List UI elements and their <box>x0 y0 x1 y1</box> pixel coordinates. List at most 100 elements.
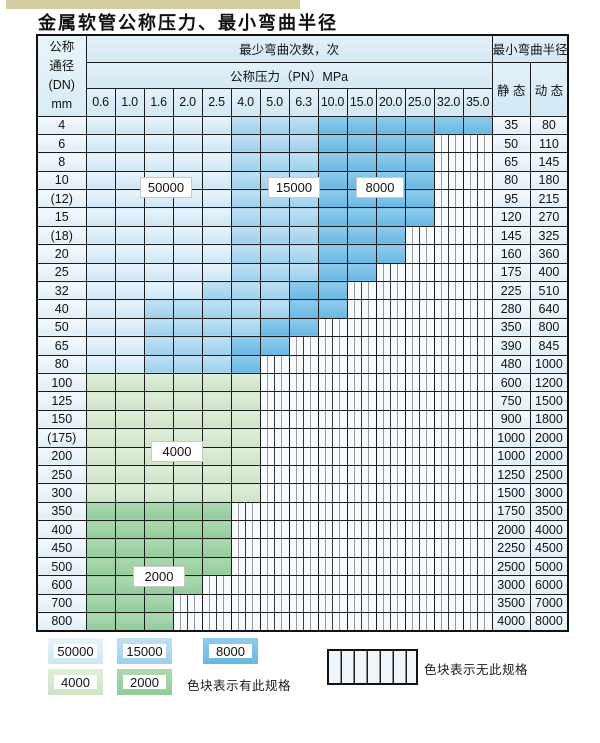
spec-cell-8000 <box>317 170 348 191</box>
no-spec-cell <box>288 354 319 374</box>
spec-cell-15000 <box>172 299 203 319</box>
corner-line-2: 通径 <box>49 59 75 73</box>
spec-cell-50000 <box>85 354 116 374</box>
spec-cell-15000 <box>288 225 319 246</box>
no-spec-cell <box>288 336 319 356</box>
no-spec-cell <box>230 501 261 522</box>
spec-cell-4000 <box>230 391 261 411</box>
no-spec-cell <box>433 501 464 522</box>
spec-cell-50000 <box>172 207 203 227</box>
no-spec-cell <box>230 575 261 595</box>
spec-cell-50000 <box>114 115 145 135</box>
pressure-col-header: 20.0 <box>375 87 406 117</box>
spec-cell-8000 <box>346 207 377 227</box>
spec-cell-4000 <box>85 446 116 466</box>
cycle-count-label-2000: 2000 <box>133 566 185 587</box>
no-spec-cell <box>462 133 493 154</box>
spec-cell-15000 <box>201 354 232 374</box>
spec-cell-50000 <box>85 115 116 135</box>
spec-cell-2000 <box>143 520 174 540</box>
spec-cell-4000 <box>114 409 145 430</box>
no-spec-cell <box>259 464 290 485</box>
spec-cell-4000 <box>85 464 116 485</box>
no-spec-cell <box>288 593 319 614</box>
no-spec-cell <box>462 336 493 356</box>
spec-cell-8000 <box>433 115 464 135</box>
spec-cell-4000 <box>85 428 116 448</box>
no-spec-cell <box>404 391 435 411</box>
no-spec-cell <box>462 299 493 319</box>
no-spec-cell <box>433 189 464 209</box>
spec-cell-2000 <box>143 612 174 632</box>
no-spec-cell <box>259 428 290 448</box>
no-spec-cell <box>462 244 493 264</box>
table-row: 600 3000 6000 <box>36 575 569 595</box>
spec-cell-50000 <box>85 299 116 319</box>
table-row: 20 160 360 <box>36 244 569 264</box>
dn-label: 40 <box>36 299 87 319</box>
no-spec-cell <box>375 501 406 522</box>
spec-cell-15000 <box>230 133 261 154</box>
dn-label: 20 <box>36 244 87 264</box>
table-row: 65 390 845 <box>36 336 569 356</box>
no-spec-cell <box>375 538 406 558</box>
no-spec-cell <box>404 244 435 264</box>
spec-cell-15000 <box>259 115 290 135</box>
spec-cell-15000 <box>259 207 290 227</box>
dynamic-radius-value: 215 <box>529 189 569 209</box>
spec-cell-8000 <box>404 207 435 227</box>
header-row-3: 0.6 1.0 1.6 2.0 2.5 4.0 5.0 6.3 10.0 15.0 20.0 25.0… <box>37 87 568 117</box>
spec-cell-4000 <box>230 428 261 448</box>
no-spec-cell <box>404 464 435 485</box>
dn-label: 25 <box>36 262 87 283</box>
no-spec-cell <box>375 372 406 393</box>
static-radius-value: 350 <box>491 317 531 338</box>
no-spec-cell <box>346 538 377 558</box>
legend-swatch-2000: 2000 <box>117 669 172 695</box>
spec-cell-8000 <box>404 170 435 191</box>
pressure-col-header: 15.0 <box>346 87 377 117</box>
static-radius-value: 160 <box>491 244 531 264</box>
spec-cell-50000 <box>201 262 232 283</box>
dn-label: (12) <box>36 189 87 209</box>
spec-cell-15000 <box>259 262 290 283</box>
no-spec-cell <box>462 483 493 503</box>
no-spec-cell <box>433 262 464 283</box>
pressure-col-header: 6.3 <box>288 87 319 117</box>
no-spec-cell <box>288 612 319 632</box>
no-spec-cell <box>462 464 493 485</box>
table-row: 400 2000 4000 <box>36 520 569 540</box>
pressure-col-header: 25.0 <box>404 87 435 117</box>
spec-cell-2000 <box>114 593 145 614</box>
spec-cell-2000 <box>85 612 116 632</box>
spec-cell-50000 <box>172 133 203 154</box>
no-spec-cell <box>346 483 377 503</box>
spec-cell-8000 <box>230 336 261 356</box>
spec-cell-15000 <box>172 317 203 338</box>
spec-cell-4000 <box>201 483 232 503</box>
no-spec-cell <box>375 612 406 632</box>
spec-cell-50000 <box>143 152 174 172</box>
no-spec-cell <box>404 612 435 632</box>
dn-label: 700 <box>36 593 87 614</box>
no-spec-cell <box>288 446 319 466</box>
pressure-col-header: 0.6 <box>85 87 116 117</box>
cycle-count-label-8000: 8000 <box>356 177 404 198</box>
no-spec-cell <box>404 225 435 246</box>
no-spec-cell <box>317 428 348 448</box>
has-spec-legend-text: 色块表示有此规格 <box>187 679 292 693</box>
spec-cell-2000 <box>85 575 116 595</box>
dynamic-radius-value: 3000 <box>529 483 569 503</box>
table-row: 80 480 1000 <box>36 354 569 374</box>
no-spec-cell <box>230 593 261 614</box>
spec-cell-50000 <box>201 152 232 172</box>
no-spec-cell <box>317 483 348 503</box>
legend-swatch-label: 2000 <box>123 675 166 690</box>
no-spec-cell <box>433 575 464 595</box>
no-spec-cell <box>433 225 464 246</box>
table-row: 250 1250 2500 <box>36 464 569 485</box>
spec-cell-8000 <box>346 152 377 172</box>
spec-cell-50000 <box>201 170 232 191</box>
static-radius-value: 1250 <box>491 464 531 485</box>
